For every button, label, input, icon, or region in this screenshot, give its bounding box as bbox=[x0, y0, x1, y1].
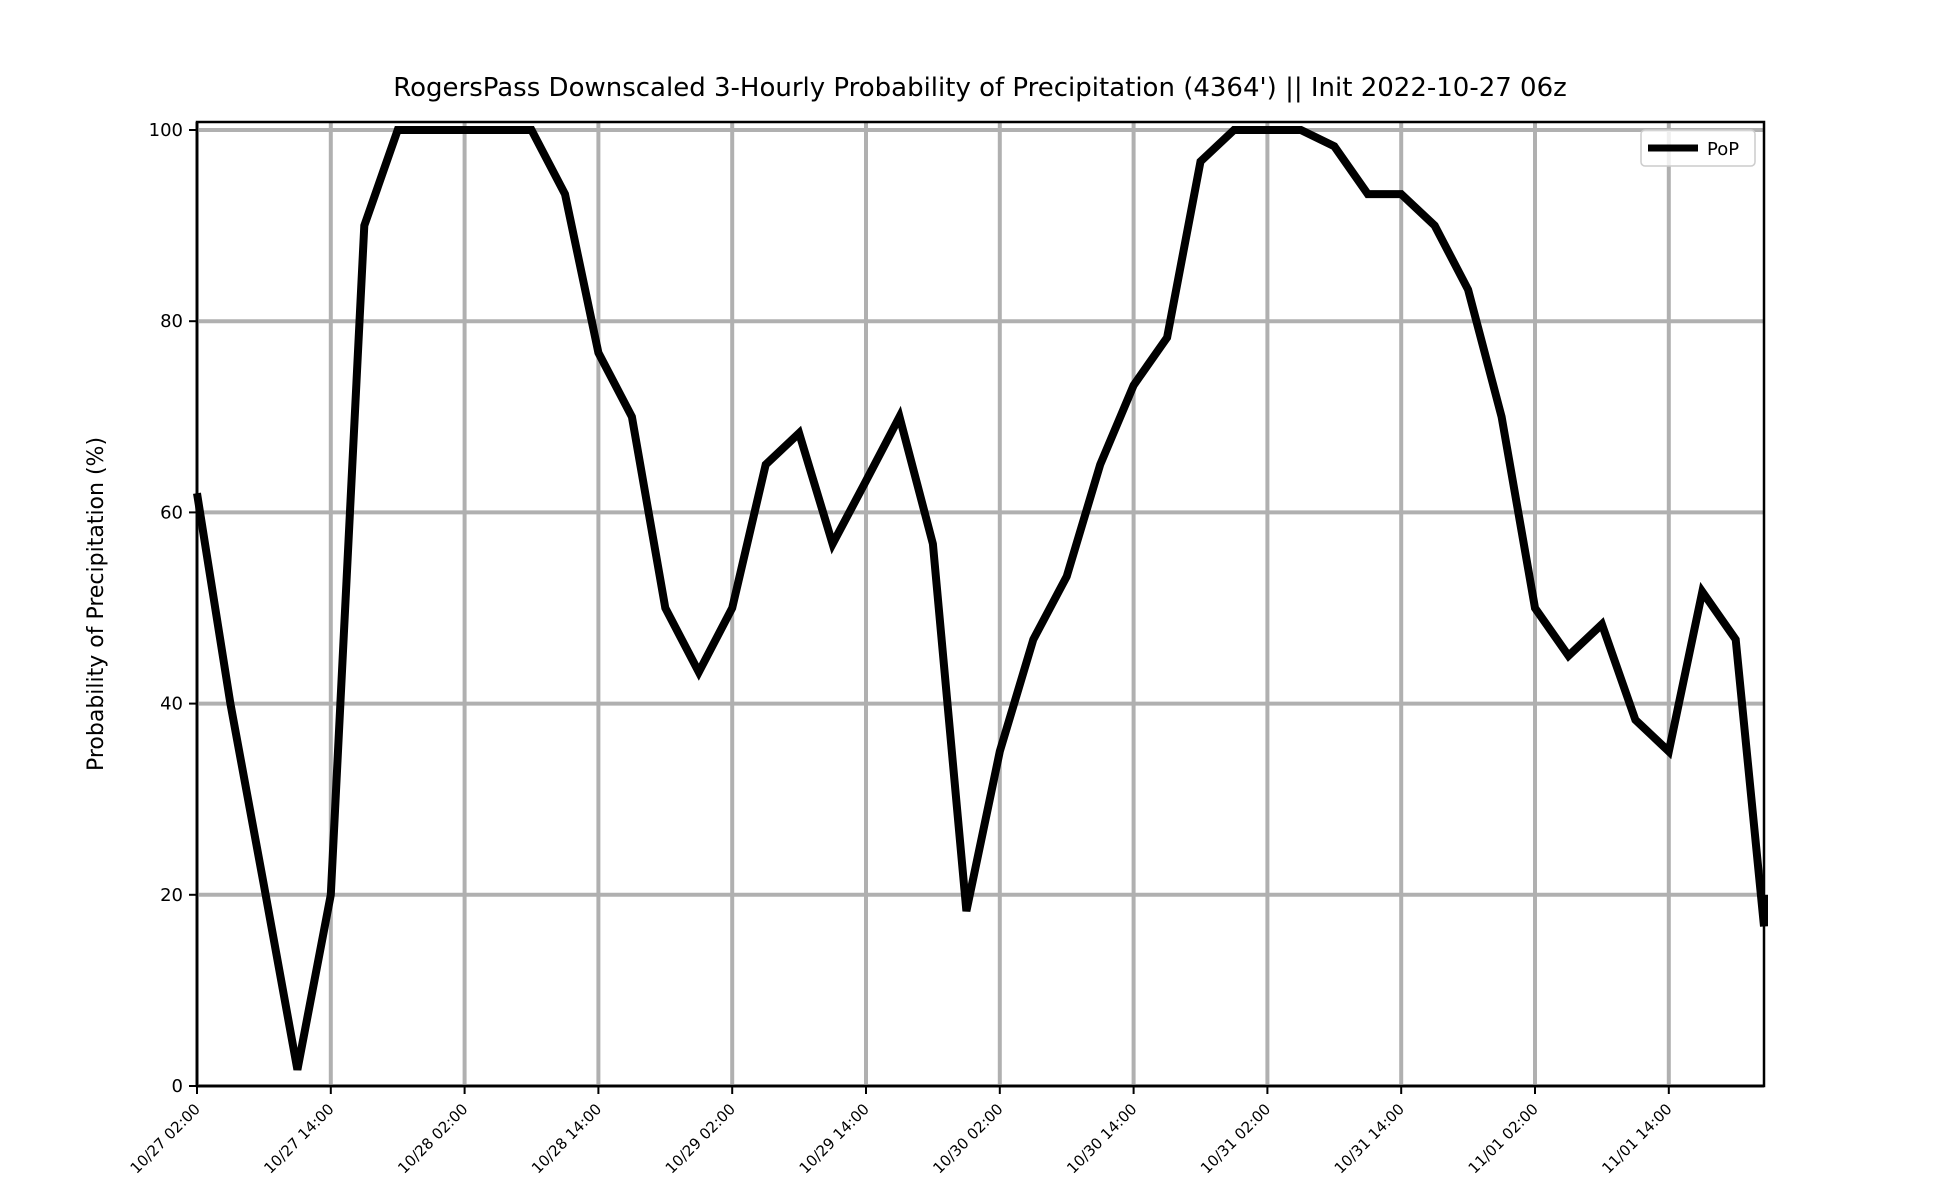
y-tick-label: 60 bbox=[160, 502, 183, 523]
x-tick-label: 10/30 14:00 bbox=[1063, 1100, 1140, 1177]
x-tick-label: 11/01 02:00 bbox=[1465, 1100, 1542, 1177]
x-tick-label: 10/29 14:00 bbox=[796, 1100, 873, 1177]
grid-lines bbox=[195, 122, 1764, 1088]
plot-area-frame bbox=[195, 120, 1766, 1088]
y-axis-ticks: 0 20 40 60 80 100 bbox=[149, 120, 197, 1097]
series-line-pop bbox=[193, 126, 1768, 1071]
y-tick-label: 80 bbox=[160, 311, 183, 332]
x-tick-label: 10/31 02:00 bbox=[1197, 1100, 1274, 1177]
y-tick-label: 0 bbox=[172, 1076, 183, 1097]
series-layer bbox=[193, 126, 1768, 1071]
y-tick-label: 100 bbox=[149, 120, 183, 141]
y-tick-label: 40 bbox=[160, 694, 183, 715]
x-axis-ticks: 10/27 02:00 10/27 14:00 10/28 02:00 10/28 1… bbox=[127, 1086, 1676, 1177]
x-tick-label: 10/27 02:00 bbox=[127, 1100, 204, 1177]
chart-title: RogersPass Downscaled 3-Hourly Probabili… bbox=[393, 73, 1567, 103]
x-tick-label: 10/29 02:00 bbox=[662, 1100, 739, 1177]
y-tick-label: 20 bbox=[160, 885, 183, 906]
x-tick-label: 10/30 02:00 bbox=[929, 1100, 1006, 1177]
x-tick-label: 10/31 14:00 bbox=[1331, 1100, 1408, 1177]
x-tick-label: 10/28 14:00 bbox=[528, 1100, 605, 1177]
x-tick-label: 10/27 14:00 bbox=[260, 1100, 337, 1177]
x-tick-label: 10/28 02:00 bbox=[394, 1100, 471, 1177]
x-tick-label: 11/01 14:00 bbox=[1598, 1100, 1675, 1177]
legend: PoP bbox=[1640, 129, 1756, 167]
y-axis-label: Probability of Precipitation (%) bbox=[84, 437, 109, 771]
legend-label-pop: PoP bbox=[1707, 139, 1739, 160]
